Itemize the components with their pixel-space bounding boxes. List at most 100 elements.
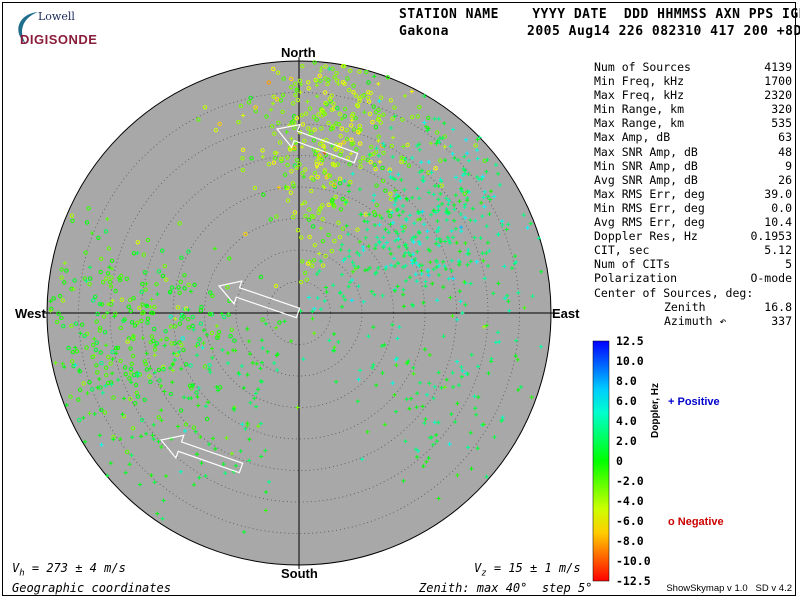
source-point <box>434 229 439 234</box>
source-point <box>449 268 454 273</box>
source-point <box>48 299 53 304</box>
source-point <box>370 119 375 125</box>
source-point <box>110 357 115 362</box>
stat-row: Max Amp, dB 63 <box>594 130 792 145</box>
source-point <box>139 289 144 294</box>
source-point <box>392 393 397 397</box>
source-point <box>436 225 441 230</box>
source-point <box>338 207 344 212</box>
source-point <box>152 326 157 332</box>
source-point <box>263 508 268 513</box>
source-point <box>436 197 441 202</box>
source-point <box>232 338 237 343</box>
source-point <box>346 284 351 289</box>
source-point <box>340 80 346 85</box>
source-point <box>489 189 493 194</box>
source-point <box>130 426 136 431</box>
source-point <box>322 185 327 190</box>
source-point <box>329 200 335 206</box>
source-point <box>299 113 304 118</box>
source-point <box>436 184 441 188</box>
source-point <box>422 347 427 352</box>
source-point <box>426 115 431 121</box>
source-point <box>486 371 491 376</box>
source-point <box>332 204 337 209</box>
source-point <box>126 304 132 309</box>
source-point <box>388 196 394 202</box>
source-point <box>474 259 479 264</box>
source-point <box>399 177 404 182</box>
source-point <box>283 184 288 189</box>
source-point <box>373 246 377 251</box>
source-point <box>295 97 300 103</box>
source-point <box>443 158 448 163</box>
source-point <box>195 394 200 399</box>
source-point <box>144 281 149 286</box>
source-point <box>249 156 254 161</box>
source-point <box>106 354 111 360</box>
source-point <box>337 181 343 186</box>
source-point <box>58 293 63 299</box>
source-point <box>133 401 138 406</box>
source-point <box>110 349 115 355</box>
source-point <box>239 364 244 368</box>
source-point <box>458 178 463 183</box>
source-point <box>207 367 212 372</box>
source-point <box>123 470 128 475</box>
source-point <box>500 223 505 227</box>
source-point <box>451 276 456 281</box>
source-point <box>357 98 362 104</box>
source-point <box>351 90 356 95</box>
source-point <box>374 183 379 188</box>
source-point <box>145 320 150 325</box>
source-point <box>294 88 299 93</box>
source-point <box>420 209 425 214</box>
source-point <box>400 224 405 229</box>
source-point <box>299 82 304 87</box>
source-point <box>406 359 411 364</box>
source-point <box>347 162 352 167</box>
source-point <box>345 76 350 81</box>
source-point <box>277 320 282 325</box>
source-point <box>168 314 173 319</box>
source-point <box>410 302 415 307</box>
source-point <box>271 160 277 165</box>
source-point <box>105 473 110 478</box>
source-point <box>221 314 227 320</box>
source-point <box>443 267 448 271</box>
source-point <box>90 354 95 360</box>
source-point <box>376 81 381 86</box>
source-point <box>383 188 388 193</box>
source-point <box>164 474 168 479</box>
source-point <box>173 316 178 321</box>
source-point <box>340 226 345 231</box>
source-point <box>455 401 460 406</box>
source-point <box>175 305 181 310</box>
source-point <box>374 270 379 275</box>
source-point <box>362 110 367 115</box>
source-point <box>343 297 348 302</box>
source-point <box>444 196 449 201</box>
source-point <box>84 279 89 284</box>
source-point <box>129 320 135 325</box>
source-point <box>183 429 187 433</box>
source-point <box>391 220 395 225</box>
source-point <box>507 308 512 313</box>
source-point <box>169 324 174 329</box>
source-point <box>455 317 459 322</box>
source-point <box>183 422 189 427</box>
source-point <box>210 293 215 299</box>
source-point <box>64 268 69 273</box>
source-point <box>475 148 479 153</box>
source-point <box>349 137 354 142</box>
source-point <box>141 252 147 257</box>
source-point <box>379 216 384 221</box>
source-point <box>304 277 309 282</box>
source-point <box>377 240 382 245</box>
source-point <box>427 381 432 386</box>
source-point <box>113 346 119 351</box>
direction-east: East <box>552 306 580 321</box>
source-point <box>219 311 224 316</box>
source-point <box>342 179 347 183</box>
source-point <box>361 248 366 253</box>
